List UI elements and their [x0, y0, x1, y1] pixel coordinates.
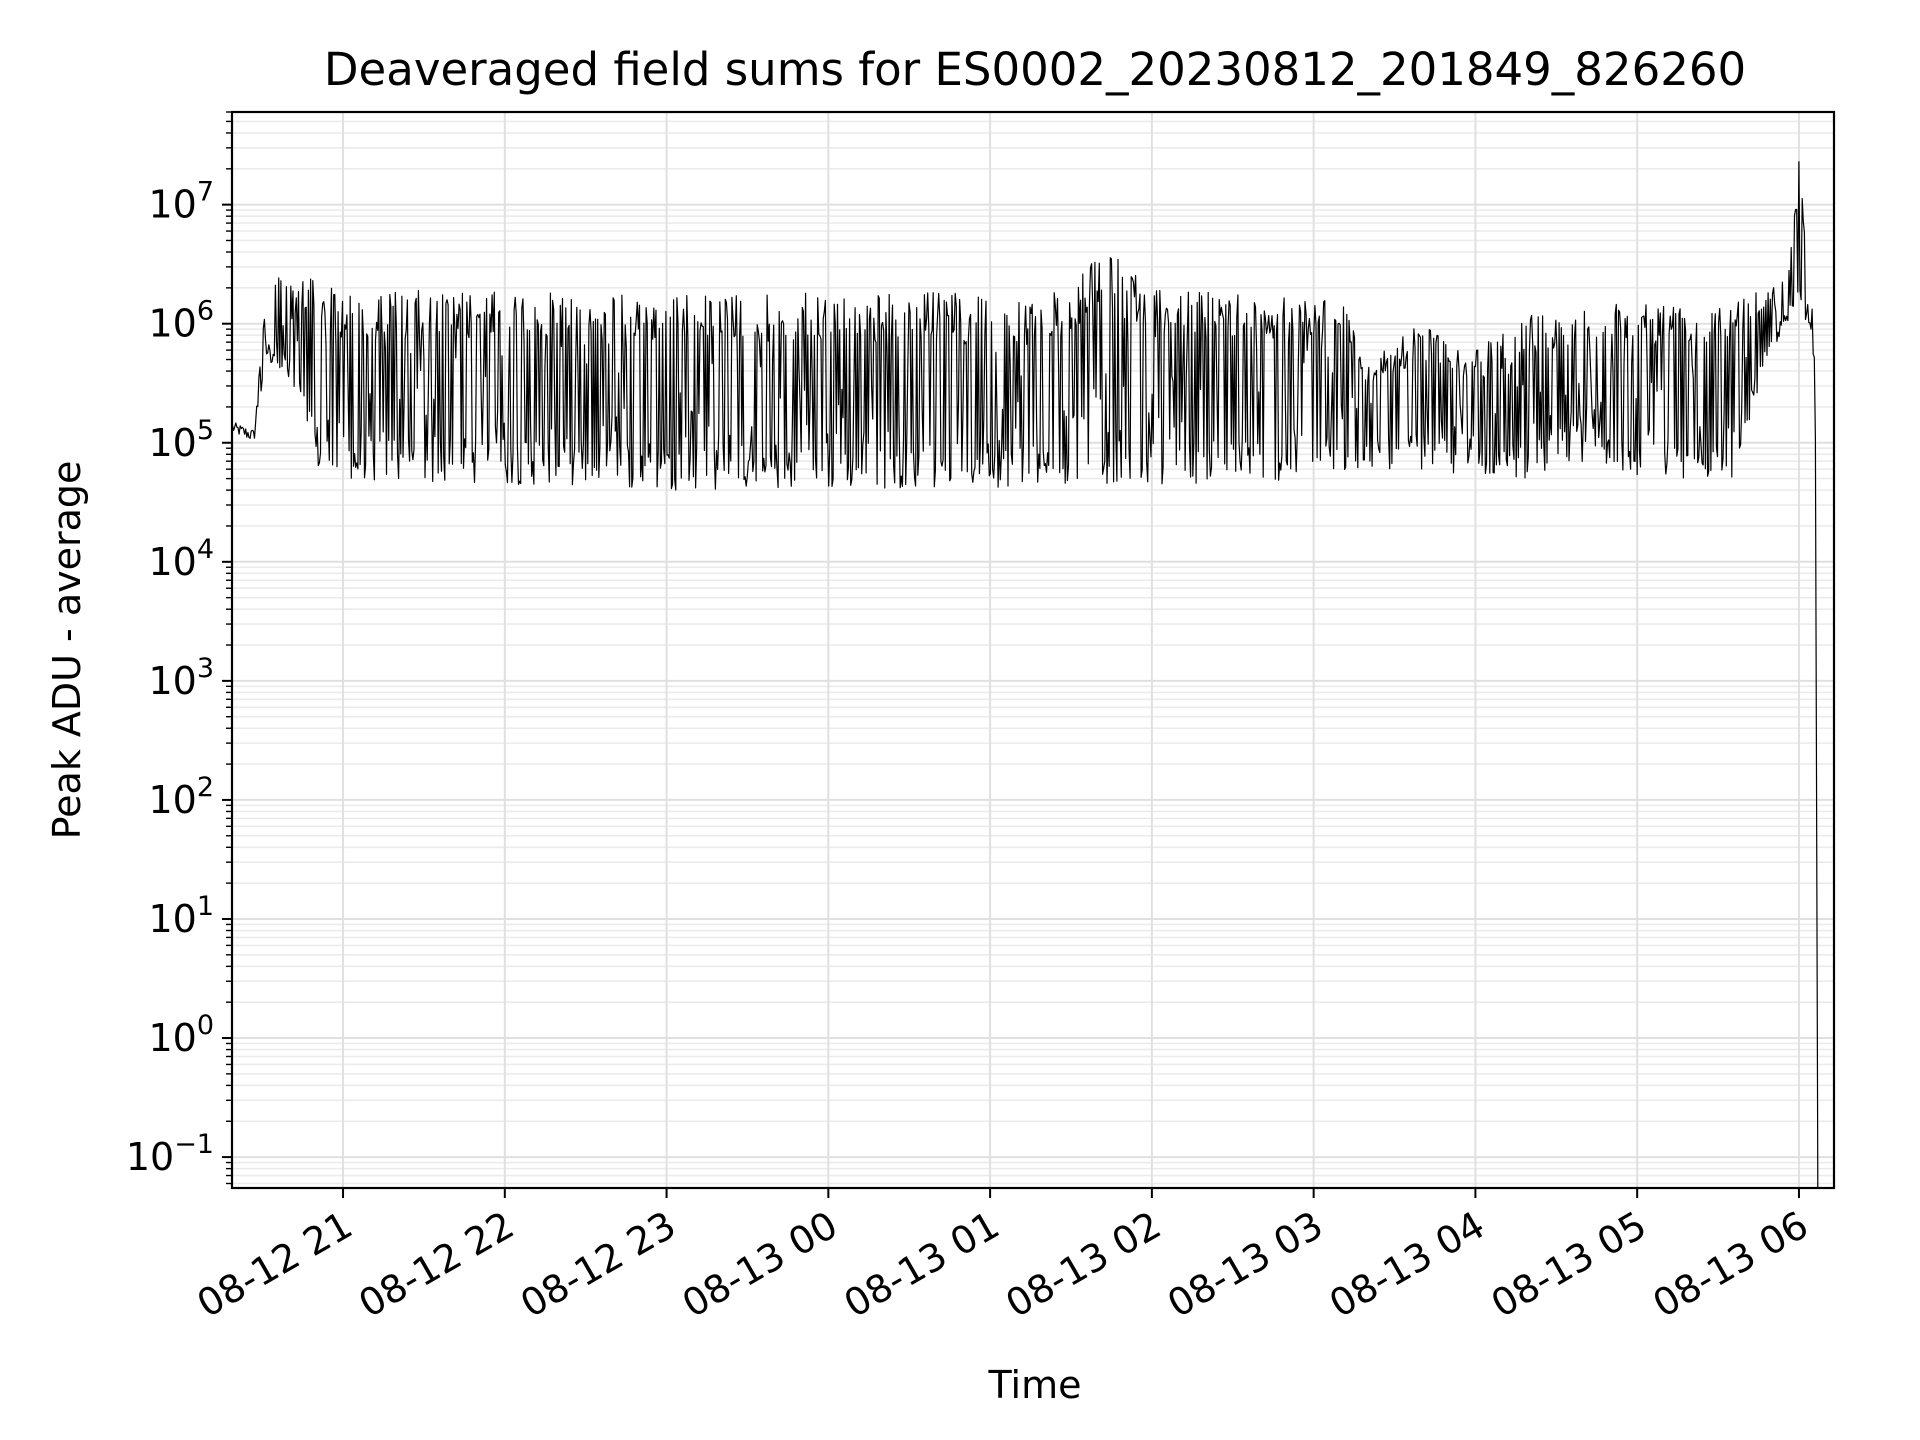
x-axis-label: Time	[988, 1363, 1082, 1407]
y-tick-label: 103	[148, 653, 214, 703]
y-ticks: 10−1 100 101 102 103 104 105 106 107	[126, 177, 232, 1179]
grid-minor	[232, 111, 1834, 1185]
y-tick-label: 10−1	[126, 1129, 214, 1179]
y-tick-label: 106	[148, 296, 214, 346]
chart-title: Deaveraged field sums for ES0002_2023081…	[324, 43, 1746, 96]
y-tick-label: 105	[148, 415, 214, 465]
plot-frame	[230, 110, 1836, 1190]
y-tick-label: 104	[148, 534, 214, 584]
y-tick-label: 107	[148, 177, 214, 227]
y-tick-label: 102	[148, 772, 214, 822]
y-axis-label: Peak ADU - average	[45, 461, 89, 840]
series-line-0	[231, 161, 1819, 1189]
y-minor-ticks	[226, 111, 232, 1185]
series-group	[231, 161, 1819, 1189]
y-tick-label: 101	[148, 891, 214, 941]
y-tick-label: 100	[148, 1010, 214, 1060]
grid-major	[232, 112, 1834, 1188]
